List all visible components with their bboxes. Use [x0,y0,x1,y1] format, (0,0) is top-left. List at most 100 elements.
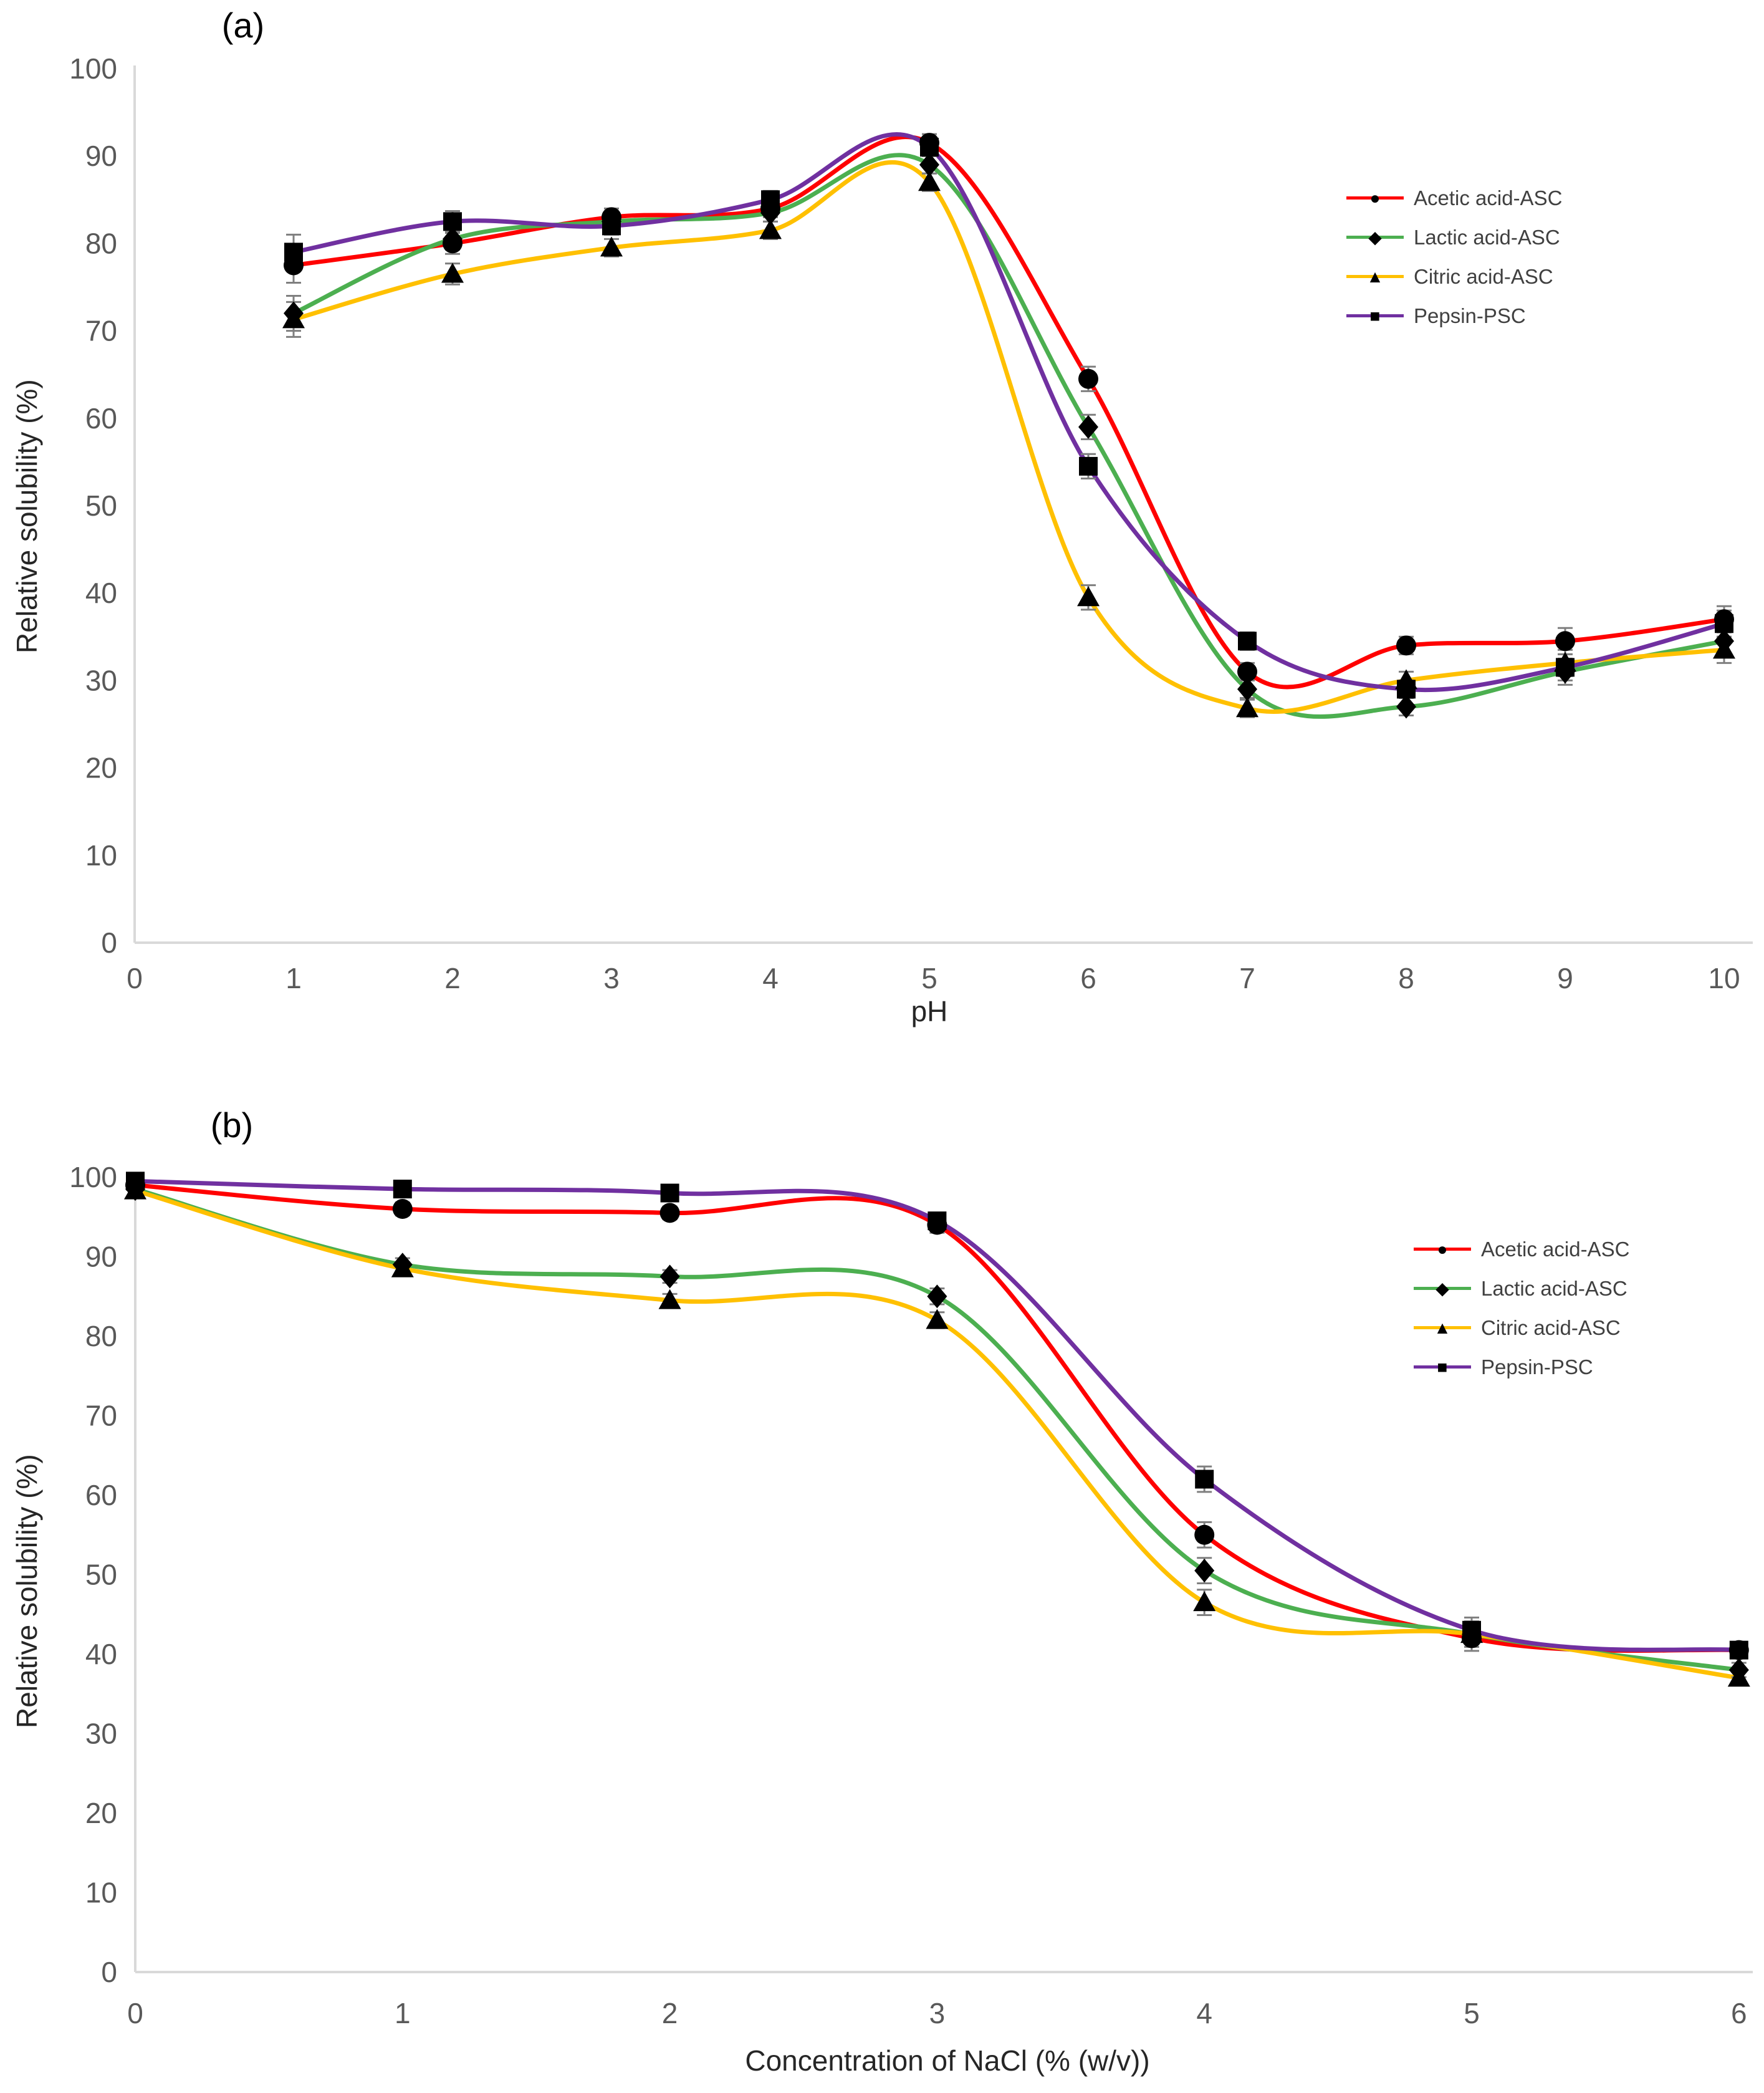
chart-a-y-tick-100: 100 [69,52,117,85]
marker-square [393,1180,412,1199]
marker-triangle [759,219,782,239]
chart-b-x-tick-2: 2 [662,1997,678,2029]
legend-swatch: ● [1414,1238,1471,1261]
marker-square [1079,456,1098,476]
chart-b-y-tick-60: 60 [85,1479,117,1511]
marker-square [928,1211,947,1231]
circle-marker-icon: ● [1437,1239,1448,1259]
chart-a-y-tick-20: 20 [85,752,117,784]
marker-square [1556,658,1575,677]
legend-label: Citric acid-ASC [1481,1316,1621,1339]
series-line-pepsin-psc [291,132,1727,693]
legend-swatch: ■ [1414,1356,1471,1378]
marker-diamond [1237,677,1257,701]
chart-a-legend: ● Acetic acid-ASC ◆ Lactic acid-ASC ▲ Citric … [1346,186,1562,327]
legend-line [1346,236,1404,239]
legend-swatch: ◆ [1414,1277,1471,1300]
marker-square [443,212,462,231]
square-marker-icon: ■ [1437,1357,1448,1377]
marker-circle [1237,662,1257,682]
triangle-marker-icon: ▲ [1434,1318,1451,1337]
legend-line [1346,196,1404,200]
triangle-marker-icon: ▲ [1366,267,1384,286]
chart-a-y-tick-50: 50 [85,489,117,522]
marker-square [1238,632,1257,651]
legend-swatch: ■ [1346,305,1404,327]
legend-item-acetic-acid-asc: ● Acetic acid-ASC [1414,1238,1629,1261]
diamond-marker-icon: ◆ [1436,1279,1449,1298]
chart-a-x-tick-5: 5 [921,962,937,994]
marker-square [1462,1620,1481,1640]
marker-triangle [391,1257,414,1277]
chart-a-y-tick-30: 30 [85,664,117,696]
marker-diamond [927,1284,947,1309]
legend-line [1414,1365,1471,1369]
chart-b-x-tick-6: 6 [1731,1997,1747,2029]
legend-line [1414,1248,1471,1251]
square-marker-icon: ■ [1369,306,1381,325]
legend-item-lactic-acid-asc: ◆ Lactic acid-ASC [1414,1277,1629,1300]
marker-diamond [443,227,463,251]
marker-triangle [1236,697,1258,718]
chart-a-y-tick-90: 90 [85,140,117,172]
legend-line [1414,1326,1471,1329]
chart-b-x-tick-4: 4 [1196,1997,1212,2029]
chart-b-y-tick-40: 40 [85,1638,117,1670]
diamond-marker-icon: ◆ [1368,228,1382,247]
chart-a-x-tick-9: 9 [1557,962,1573,994]
marker-diamond [1194,1559,1215,1583]
legend-swatch: ● [1346,187,1404,209]
chart-b-x-tick-3: 3 [929,1997,946,2029]
marker-circle [659,1203,680,1223]
marker-triangle [926,1309,949,1329]
legend-line [1414,1287,1471,1290]
chart-b-x-axis-title: Concentration of NaCl (% (w/v)) [745,2044,1150,2077]
marker-square [126,1172,145,1191]
marker-triangle [441,262,464,283]
marker-square [660,1183,679,1203]
chart-a-y-tick-10: 10 [85,839,117,872]
chart-b-y-tick-50: 50 [85,1559,117,1591]
chart-b-y-axis-title: Relative solubility (%) [11,1454,43,1728]
marker-triangle [1077,586,1100,607]
circle-marker-icon: ● [1369,188,1381,208]
chart-a-y-tick-70: 70 [85,315,117,347]
legend-item-citric-acid-asc: ▲ Citric acid-ASC [1346,265,1562,288]
chart-a-x-tick-2: 2 [444,962,461,994]
marker-diamond [659,1264,680,1289]
chart-b-y-tick-100: 100 [69,1161,117,1193]
chart-b-x-tick-5: 5 [1464,1997,1480,2029]
chart-b-legend: ● Acetic acid-ASC ◆ Lactic acid-ASC ▲ Citric … [1414,1238,1629,1378]
marker-triangle [1193,1591,1216,1612]
chart-a-x-axis-title: pH [911,995,948,1027]
chart-a-x-tick-3: 3 [603,962,620,994]
legend-line [1346,314,1404,317]
marker-square [761,190,780,209]
chart-a-x-tick-10: 10 [1708,962,1740,994]
chart-a-x-tick-6: 6 [1080,962,1096,994]
marker-triangle [1727,1667,1750,1687]
chart-b-y-tick-10: 10 [85,1877,117,1909]
chart-b-y-tick-20: 20 [85,1797,117,1829]
chart-a-x-tick-1: 1 [285,962,302,994]
marker-square [1195,1470,1214,1489]
marker-square [1715,614,1733,633]
marker-square [920,138,939,157]
legend-item-pepsin-psc: ■ Pepsin-PSC [1414,1355,1629,1378]
legend-swatch: ◆ [1346,226,1404,249]
marker-triangle [1713,638,1735,659]
chart-a-y-tick-60: 60 [85,402,117,435]
legend-swatch: ▲ [1414,1317,1471,1339]
marker-square [1397,680,1416,699]
legend-item-acetic-acid-asc: ● Acetic acid-ASC [1346,186,1562,209]
chart-a-y-tick-80: 80 [85,227,117,259]
marker-circle [1396,635,1416,656]
chart-a-y-axis-title: Relative solubility (%) [11,379,43,653]
marker-triangle [600,236,623,257]
chart-a-y-tick-40: 40 [85,577,117,609]
legend-line [1346,275,1404,278]
chart-b-y-tick-70: 70 [85,1400,117,1432]
chart-a-x-tick-7: 7 [1239,962,1255,994]
marker-square [1729,1640,1748,1660]
